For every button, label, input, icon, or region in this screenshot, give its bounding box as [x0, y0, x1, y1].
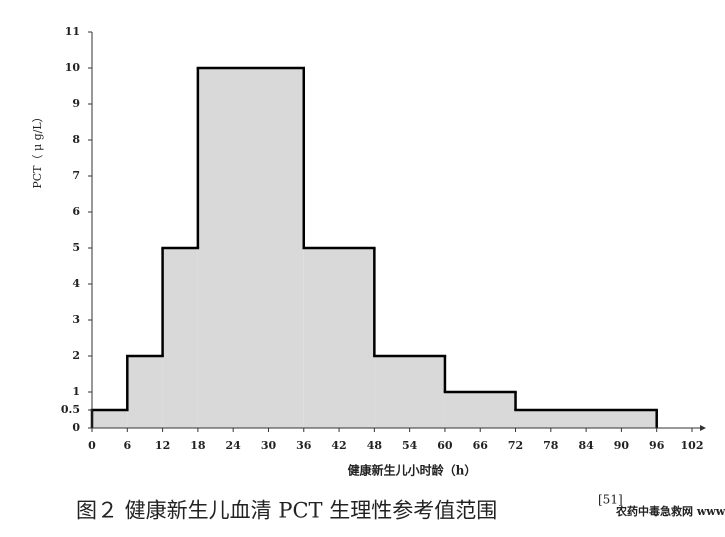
x-tick-label: 72 — [508, 439, 523, 452]
x-tick-label: 102 — [681, 439, 704, 452]
y-tick-label: 11 — [65, 25, 80, 38]
bar — [303, 248, 375, 428]
bar — [515, 410, 657, 428]
bar — [127, 356, 163, 428]
x-tick-label: 84 — [578, 439, 594, 452]
x-tick-label: 66 — [473, 439, 489, 452]
bar — [444, 392, 516, 428]
x-axis-label: 健康新生儿小时龄（h） — [348, 463, 477, 478]
bar — [197, 68, 304, 428]
x-tick-label: 96 — [649, 439, 665, 452]
x-tick-label: 0 — [88, 439, 96, 452]
bar — [162, 248, 198, 428]
x-tick-label: 30 — [261, 439, 277, 452]
y-tick-label: 10 — [65, 61, 81, 74]
bar — [374, 356, 445, 428]
y-tick-label: 7 — [72, 169, 80, 182]
y-tick-label: 0 — [72, 421, 80, 434]
y-tick-label: 8 — [72, 133, 80, 146]
y-tick-label: 4 — [72, 277, 80, 290]
x-tick-label: 90 — [614, 439, 630, 452]
y-axis-label: PCT（ μ g/L） — [31, 111, 44, 188]
bar — [92, 410, 128, 428]
y-tick-label: 5 — [72, 241, 80, 254]
title-reference: [51] — [598, 493, 623, 507]
y-tick-label: 0.5 — [61, 403, 80, 416]
watermark: 农药中毒急救网 www.nyzdjj.com — [615, 504, 725, 518]
x-tick-label: 60 — [437, 439, 453, 452]
x-tick-label: 42 — [331, 439, 346, 452]
x-axis-arrow — [700, 425, 706, 431]
y-tick-label: 1 — [72, 385, 80, 398]
x-tick-label: 48 — [367, 439, 383, 452]
y-tick-label: 9 — [72, 97, 80, 110]
x-tick-label: 54 — [402, 439, 418, 452]
x-tick-label: 78 — [543, 439, 559, 452]
x-tick-label: 36 — [296, 439, 312, 452]
y-tick-label: 2 — [72, 349, 80, 362]
x-tick-label: 12 — [155, 439, 170, 452]
x-tick-label: 6 — [123, 439, 131, 452]
x-tick-label: 18 — [190, 439, 206, 452]
chart-title: 图２ 健康新生儿血清 PCT 生理性参考值范围 — [76, 499, 497, 523]
x-tick-label: 24 — [226, 439, 242, 452]
y-tick-label: 3 — [72, 313, 80, 326]
y-tick-label: 6 — [72, 205, 80, 218]
